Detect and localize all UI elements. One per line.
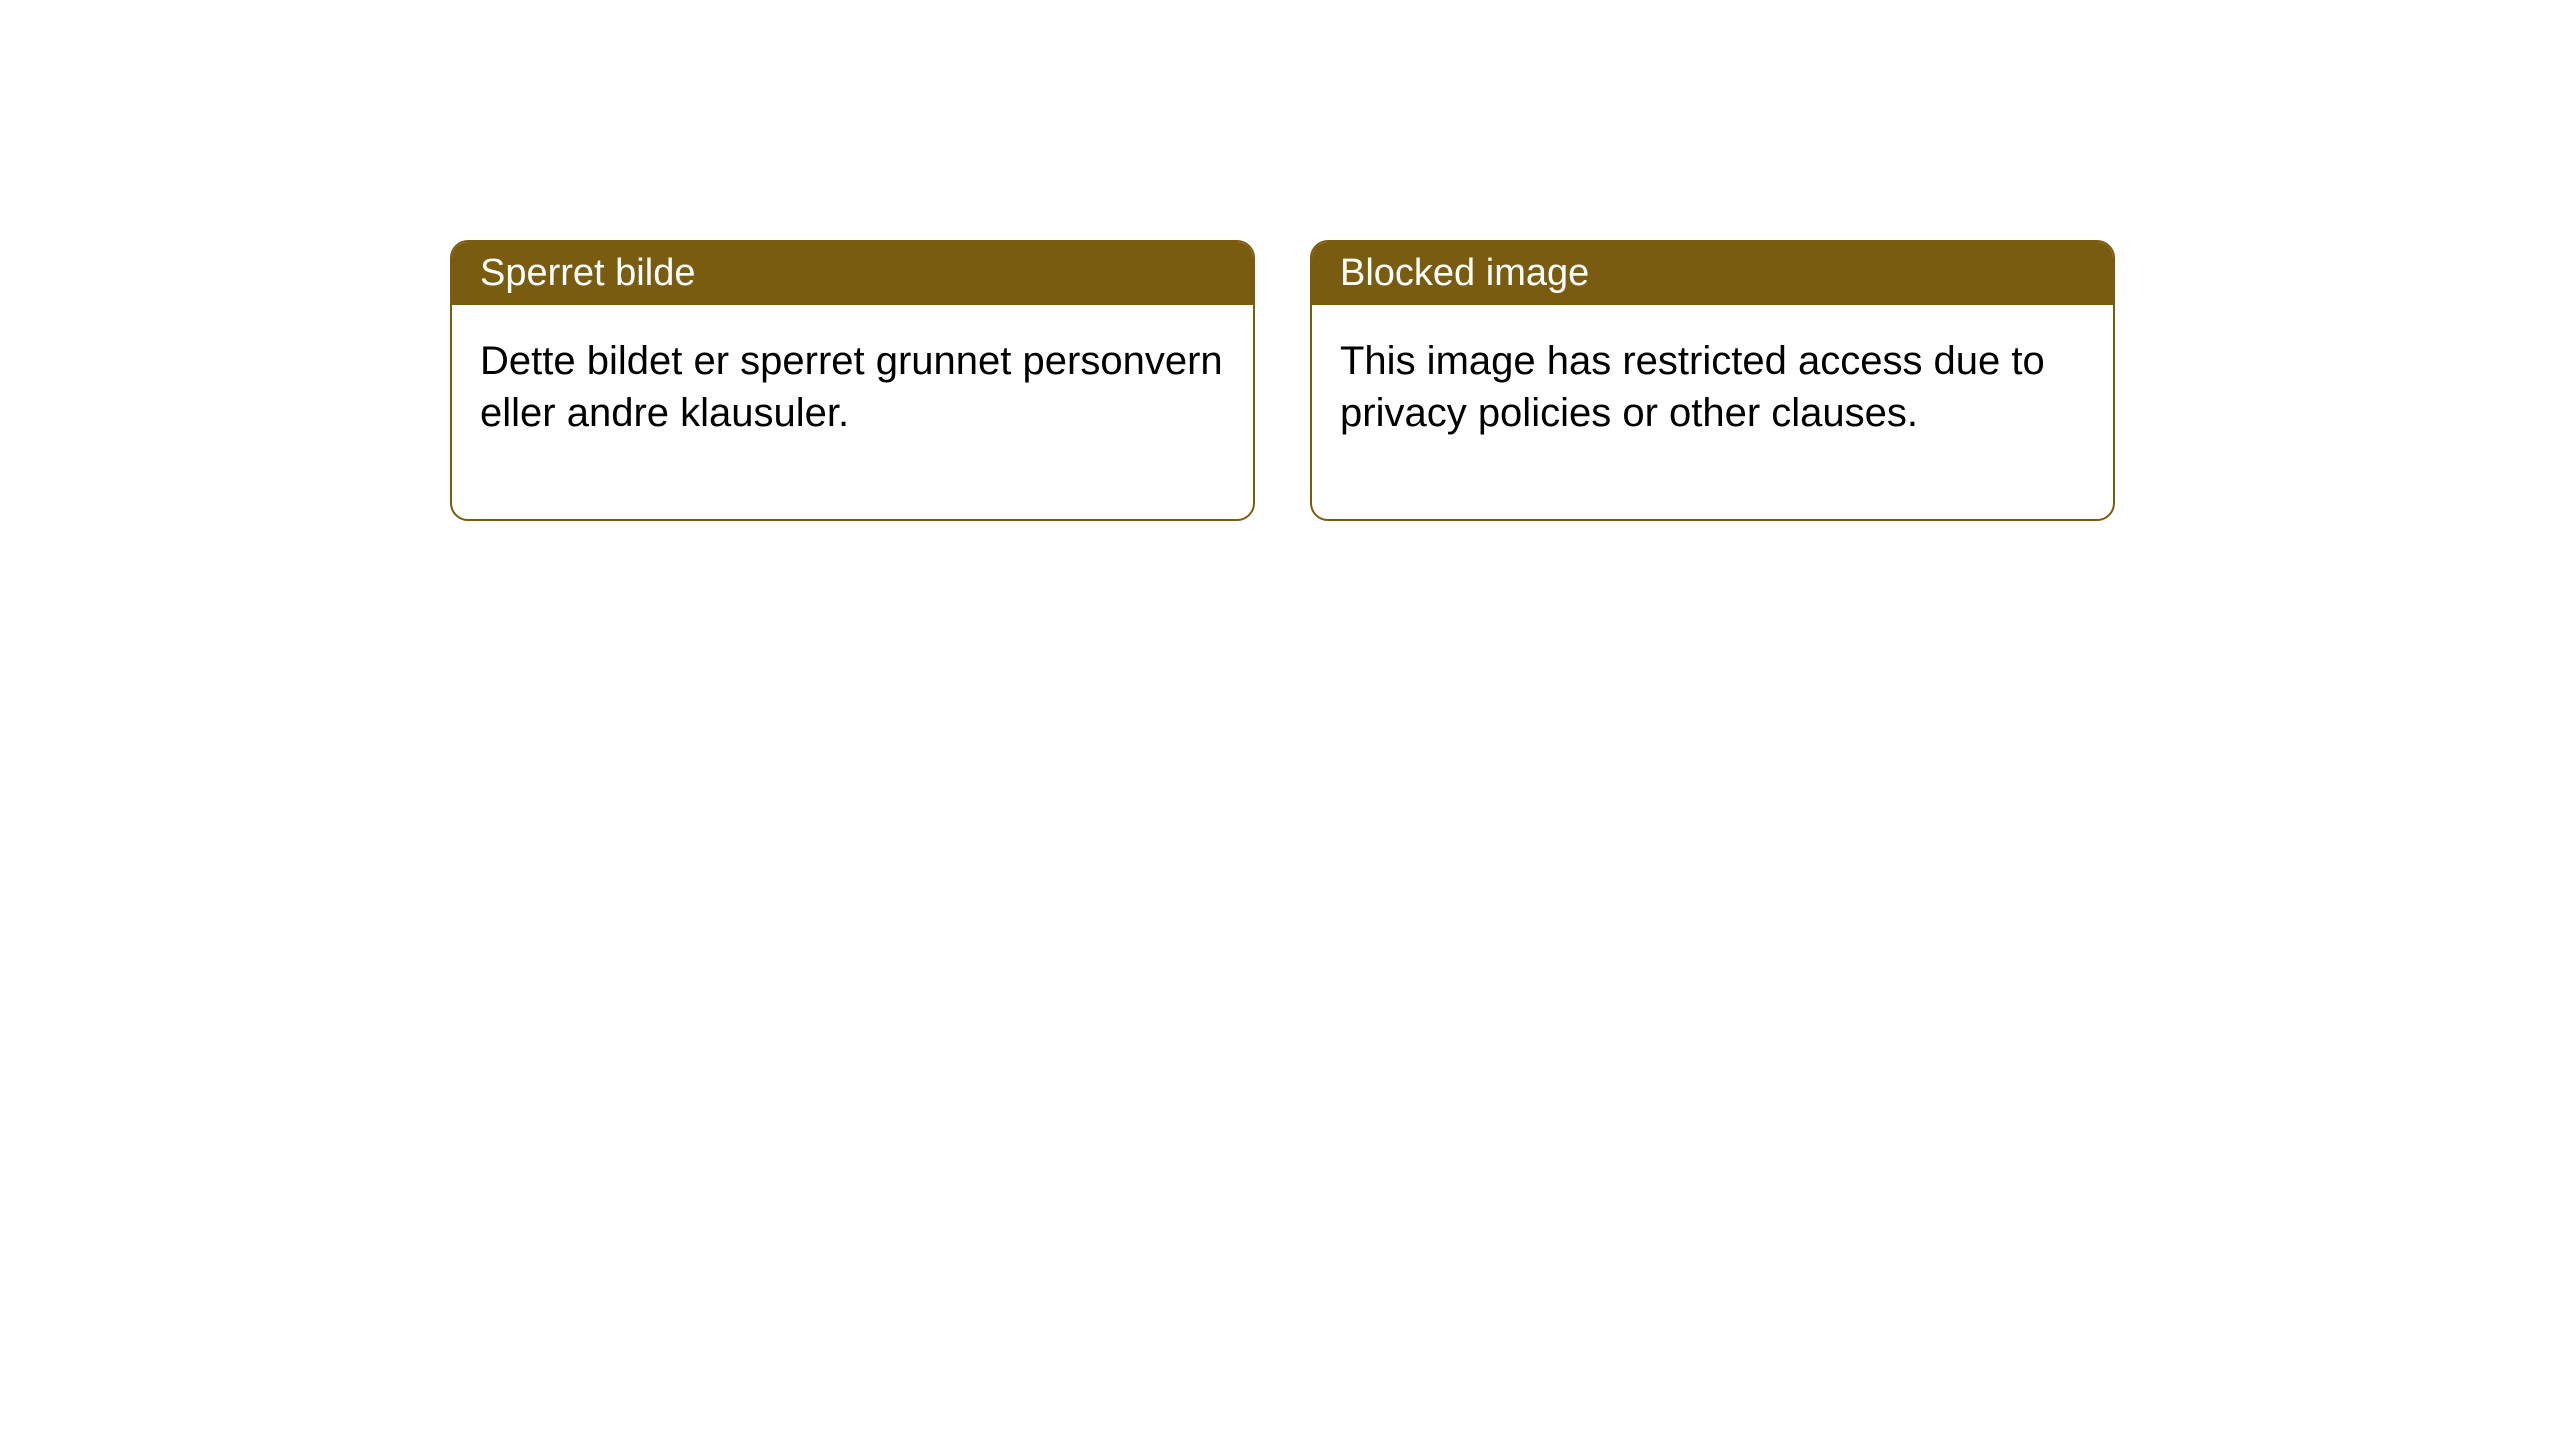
notice-header: Sperret bilde — [452, 242, 1253, 305]
notice-message: This image has restricted access due to … — [1340, 339, 2045, 435]
notice-body: Dette bildet er sperret grunnet personve… — [452, 305, 1253, 519]
notice-container: Sperret bilde Dette bildet er sperret gr… — [0, 0, 2560, 521]
notice-header: Blocked image — [1312, 242, 2113, 305]
notice-message: Dette bildet er sperret grunnet personve… — [480, 339, 1223, 435]
notice-card-norwegian: Sperret bilde Dette bildet er sperret gr… — [450, 240, 1255, 521]
notice-title: Blocked image — [1340, 252, 1589, 294]
notice-body: This image has restricted access due to … — [1312, 305, 2113, 519]
notice-card-english: Blocked image This image has restricted … — [1310, 240, 2115, 521]
notice-title: Sperret bilde — [480, 252, 695, 294]
